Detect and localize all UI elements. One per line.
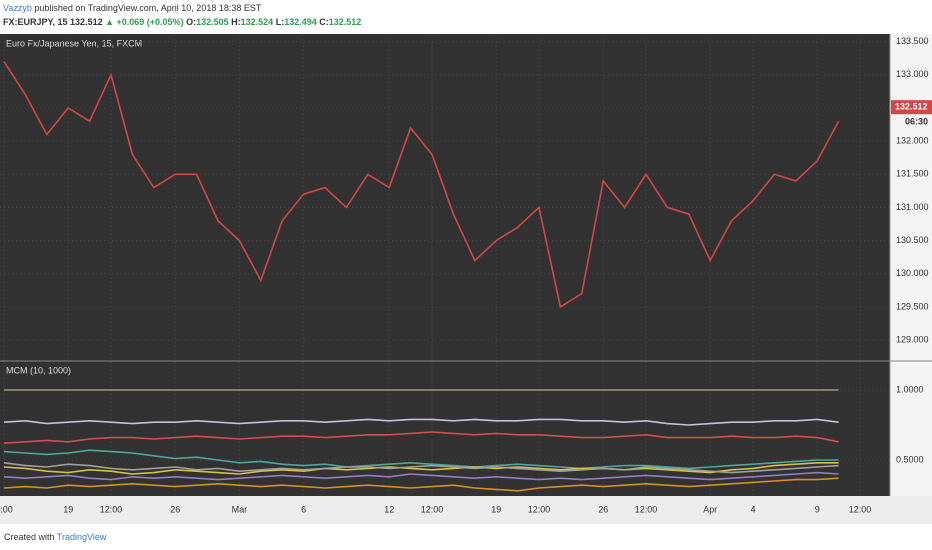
countdown: 06:30 [905,117,928,127]
y-tick-label: 131.500 [896,169,929,179]
x-tick-label: 6 [301,504,306,514]
y-tick-label: 130.500 [896,235,929,245]
footer: Created with TradingView [4,532,106,542]
pane-title: MCM (10, 1000) [6,365,71,375]
x-tick-label: 12:00 [528,504,551,514]
c-label: C: [319,17,329,27]
c: 132.512 [328,17,362,27]
publisher[interactable]: Vazzyb [3,3,32,13]
x-tick-label: 26 [170,504,180,514]
h-label: H: [231,17,241,27]
y-tick-label: 129.500 [896,301,929,311]
x-tick-label: 26 [598,504,608,514]
quote-line: FX:EURJPY, 15 132.512 ▲ +0.069 (+0.05%) … [3,17,361,27]
series-line [3,431,839,444]
x-tick-label: 9 [815,504,820,514]
x-tick-label: 2:00 [0,504,13,514]
series-line [3,477,839,492]
y-tick-label: 133.000 [896,69,929,79]
chart: 2:00 19 12:00 26 Mar 6 12 12:00 19 12:00 26 12:00 Ap… [0,34,932,524]
y-tick-label: 129.000 [896,334,929,344]
series-line [3,471,839,481]
x-tick-label: 12:00 [849,504,872,514]
x-tick-label: 12 [384,504,394,514]
x-tick-label: 4 [750,504,755,514]
pane-title: Euro Fx/Japanese Yen, 15, FXCM [6,38,142,48]
series-line [3,449,839,470]
last-price-label: 132.512 [895,102,928,112]
last-price-tag [891,100,932,115]
x-tick-label: 12:00 [421,504,444,514]
x-tick-label: Mar [232,504,248,514]
x-tick-label: 12:00 [635,504,658,514]
h: 132.524 [240,17,274,27]
symbol: FX:EURJPY, 15 [3,17,68,27]
y-tick-label: 1.0000 [896,384,924,394]
y-tick-label: 131.000 [896,202,929,212]
y-tick-label: 133.500 [896,36,929,46]
o-label: O: [186,17,197,27]
plot-bg [0,34,890,496]
l: 132.494 [284,17,317,27]
x-tick-label: 12:00 [100,504,123,514]
series-line [3,61,840,309]
last: 132.512 [70,17,103,27]
change: ▲ +0.069 (+0.05%) [105,17,184,27]
x-tick-label: 19 [491,504,501,514]
y-tick-label: 132.000 [896,135,929,145]
brand[interactable]: TradingView [56,532,107,542]
x-tick-label: 19 [63,504,73,514]
series-line [3,462,839,475]
series-line [3,462,839,474]
series-line [3,418,839,426]
published: published on TradingView.com, April 10, … [34,3,262,13]
o: 132.505 [196,17,229,27]
time-axis-bg [0,496,932,524]
y-tick-label: 130.000 [896,268,929,278]
x-tick-label: Apr [703,504,717,514]
publish-line: Vazzyb published on TradingView.com, Apr… [3,3,261,13]
footer-text: Created with [4,532,55,542]
y-tick-label: 0.5000 [896,454,924,464]
l-label: L: [275,17,285,27]
